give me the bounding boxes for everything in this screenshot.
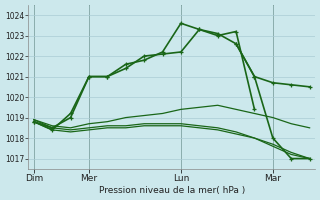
X-axis label: Pression niveau de la mer( hPa ): Pression niveau de la mer( hPa ) <box>99 186 245 195</box>
